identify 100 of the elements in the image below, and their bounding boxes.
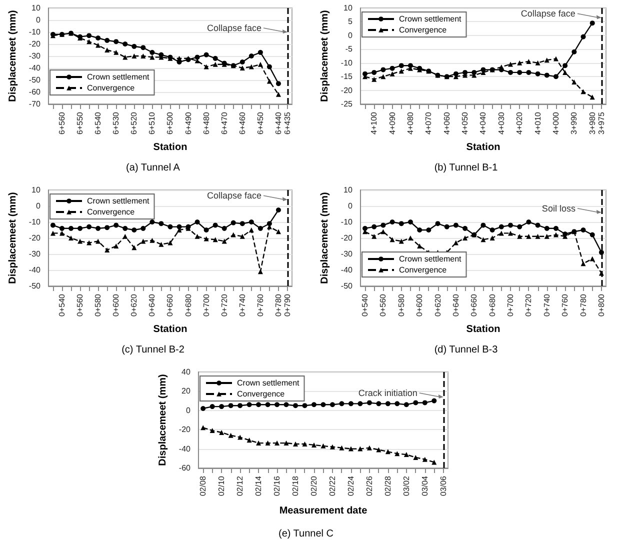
legend-label: Crown settlement: [237, 378, 300, 388]
y-tick-label: -50: [340, 282, 354, 290]
x-tick-label: 0+720: [220, 293, 229, 316]
x-tick-label: 4+060: [442, 111, 452, 134]
x-tick-label: 6+520: [130, 111, 139, 134]
x-tick-label: 02/20: [309, 475, 318, 496]
x-tick-label: 3+975: [596, 111, 606, 134]
x-axis-title: Station: [466, 324, 500, 335]
x-tick-label: 4+050: [460, 111, 470, 134]
y-tick-label: 20: [182, 386, 192, 396]
x-tick-label: 4+080: [406, 111, 415, 134]
x-tick-label: 4+040: [478, 111, 488, 134]
x-tick-label: 0+790: [282, 293, 292, 316]
y-tick-label: -50: [28, 282, 42, 290]
y-tick-label: -10: [340, 218, 354, 226]
y-tick-label: -20: [178, 425, 192, 434]
legend-label: Convergence: [399, 26, 448, 34]
y-tick-label: 5: [348, 17, 354, 26]
x-tick-label: 02/26: [364, 475, 374, 496]
x-tick-label: 4+010: [533, 111, 542, 134]
x-tick-label: 0+740: [238, 293, 247, 316]
y-tick-label: -50: [28, 76, 42, 84]
y-tick-label: 10: [344, 4, 354, 12]
x-tick-label: 02/08: [198, 475, 208, 496]
y-tick-label: 0: [36, 202, 42, 210]
x-tick-label: 02/24: [346, 475, 356, 496]
x-tick-label: 02/22: [328, 475, 337, 496]
x-tick-label: 0+700: [202, 293, 211, 316]
x-tick-label: 3+990: [570, 111, 579, 134]
y-tick-label: -70: [28, 100, 42, 108]
text: (d) Tunnel B-3: [434, 344, 498, 356]
x-tick-label: 6+490: [184, 111, 193, 134]
legend-label: Convergence: [237, 390, 286, 398]
x-tick-label: 0+580: [396, 293, 406, 316]
x-tick-label: 0+640: [148, 293, 157, 316]
x-tick-label: 4+100: [370, 111, 379, 134]
y-tick-label: -60: [28, 88, 42, 96]
x-tick-label: 6+500: [166, 111, 175, 134]
x-tick-label: 6+540: [94, 111, 103, 134]
x-tick-label: 0+720: [524, 293, 534, 316]
x-tick-label: 0+800: [596, 293, 606, 316]
x-tick-label: 6+450: [256, 111, 265, 134]
x-tick-label: 02/12: [236, 475, 245, 496]
x-tick-label: 0+780: [578, 293, 588, 316]
x-tick-label: 4+030: [496, 111, 506, 134]
legend-label: Convergence: [87, 208, 136, 216]
x-tick-label: 6+530: [112, 111, 121, 134]
x-tick-label: 4+090: [388, 111, 397, 134]
text: (b) Tunnel B-1: [434, 162, 498, 174]
legend-label: Crown settlement: [399, 14, 462, 24]
x-tick-label: 03/04: [420, 475, 430, 496]
x-tick-label: 0+760: [560, 293, 570, 316]
x-tick-label: 0+620: [130, 293, 139, 316]
x-axis-title: Measurement date: [279, 506, 368, 516]
x-tick-label: 02/28: [383, 475, 392, 496]
y-tick-label: -25: [340, 100, 354, 108]
x-tick-label: 02/18: [291, 475, 300, 496]
y-axis-title: Displacemeet (mm): [8, 10, 18, 102]
y-tick-label: -5: [345, 44, 353, 54]
y-tick-label: -30: [340, 250, 354, 258]
x-tick-label: 0+600: [112, 293, 121, 316]
x-tick-label: 0+600: [415, 293, 424, 316]
x-tick-label: 0+660: [166, 293, 175, 316]
x-tick-label: 03/06: [438, 475, 448, 496]
y-tick-label: -10: [340, 58, 354, 68]
annotation: Soil loss: [542, 203, 576, 214]
annotation: Collapse face: [206, 190, 262, 201]
x-axis-title: Station: [466, 142, 500, 153]
x-tick-label: 0+560: [76, 293, 85, 316]
y-axis-title: Displacemeet (mm): [158, 374, 168, 466]
x-tick-label: 6+550: [76, 111, 85, 134]
y-axis-title: Displacemeet (mm): [320, 10, 330, 102]
y-tick-label: -40: [28, 64, 42, 72]
x-tick-label: 0+540: [360, 293, 370, 316]
x-tick-label: 0+740: [542, 293, 552, 316]
legend-label: Convergence: [87, 84, 136, 92]
y-tick-label: 0: [186, 406, 192, 415]
annotation: Collapse face: [520, 8, 576, 19]
y-tick-label: -20: [28, 40, 42, 48]
y-tick-label: 0: [348, 202, 354, 210]
x-tick-label: 6+560: [57, 111, 66, 134]
x-tick-label: 0+760: [256, 293, 265, 316]
x-tick-label: 02/10: [217, 475, 226, 496]
text: (a) Tunnel A: [126, 162, 180, 174]
x-tick-label: 03/02: [402, 475, 411, 496]
text: (c) Tunnel B-2: [122, 344, 185, 356]
x-tick-label: 6+480: [202, 111, 211, 134]
x-tick-label: 3+980: [588, 111, 597, 134]
x-tick-label: 0+560: [378, 293, 388, 316]
y-tick-label: 10: [344, 186, 354, 194]
x-tick-label: 0+780: [274, 293, 283, 316]
legend-label: Convergence: [399, 266, 448, 274]
x-tick-label: 4+020: [515, 111, 524, 134]
y-tick-label: 10: [32, 186, 42, 194]
y-tick-label: -30: [28, 250, 42, 258]
y-tick-label: -20: [340, 234, 354, 242]
y-tick-label: -20: [340, 86, 354, 95]
x-tick-label: 0+620: [433, 293, 442, 316]
y-tick-label: -10: [28, 218, 42, 226]
x-tick-label: 0+540: [57, 293, 66, 316]
